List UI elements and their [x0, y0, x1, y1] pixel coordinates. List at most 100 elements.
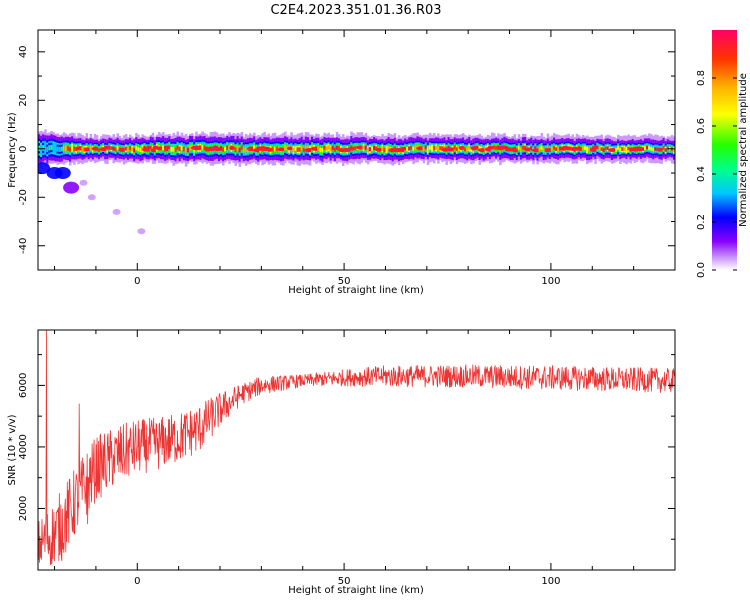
- snr-series-line: [38, 330, 675, 566]
- snr-xlabel: Height of straight line (km): [288, 585, 424, 596]
- spectrogram-cell: [519, 148, 523, 153]
- spectrogram-cell: [672, 148, 675, 152]
- spectrogram-cell: [40, 146, 43, 153]
- spectrogram-marks: [38, 129, 675, 235]
- spectrogram-cell: [323, 145, 326, 150]
- spectrogram-cell: [139, 147, 142, 152]
- x-tick-label: 100: [541, 276, 560, 287]
- spectrogram-cell: [188, 145, 192, 151]
- colorbar-tick-label: 0.4: [696, 166, 707, 182]
- spectrogram-cell: [273, 146, 277, 152]
- y-tick-label: 40: [18, 45, 29, 58]
- spectrogram-cell: [652, 147, 655, 152]
- spectrogram-cell: [131, 147, 134, 152]
- spectrogram-cell: [602, 148, 606, 153]
- colorbar-tick-label: 0.8: [696, 70, 707, 86]
- spectrogram-cell: [581, 146, 585, 150]
- figure-title: C2E4.2023.351.01.36.R03: [270, 3, 441, 18]
- spectrogram-cell: [373, 145, 376, 151]
- spectrogram-cell: [220, 146, 223, 151]
- spectrogram-cell: [468, 145, 471, 150]
- spectrogram-cell: [129, 146, 132, 151]
- spectrogram-cell: [604, 146, 608, 151]
- spectrogram-cell: [424, 145, 428, 150]
- spectrogram-cell: [224, 146, 227, 152]
- spectrogram-cell: [180, 145, 184, 151]
- y-tick-label: 0: [18, 146, 29, 152]
- spectrogram-cell: [337, 146, 341, 151]
- spectrogram-cell: [135, 146, 138, 151]
- spectrogram-cell: [284, 145, 287, 150]
- x-tick-label: 50: [338, 576, 351, 587]
- spectrogram-cell: [493, 145, 496, 150]
- spectrogram-cell: [170, 147, 173, 152]
- spectrogram-cell: [176, 145, 180, 150]
- spectrogram-cell: [172, 147, 175, 152]
- spectrogram-cell: [64, 145, 68, 151]
- spectrogram-cell: [133, 148, 136, 153]
- spectrogram-cell: [73, 146, 76, 152]
- spectrogram-cell: [178, 146, 182, 152]
- spectrogram-ylabel: Frequency (Hz): [7, 112, 18, 188]
- spectrogram-cell: [370, 146, 374, 151]
- spectrogram-cell: [50, 144, 53, 151]
- spectrogram-cell: [244, 147, 248, 153]
- colorbar: 0.0 0.2 0.4 0.6 0.8 Normalized spectral ampl…: [696, 30, 749, 278]
- spectrogram-cell: [664, 148, 668, 152]
- spectrogram-cell: [126, 147, 130, 152]
- spectrogram-cell: [253, 145, 256, 150]
- spectrogram-cell: [426, 147, 430, 152]
- spectrogram-cell: [333, 147, 337, 152]
- spectrogram-cell: [298, 147, 302, 152]
- colorbar-label: Normalized spectral amplitude: [738, 73, 749, 227]
- spectrogram-cell: [46, 146, 49, 153]
- y-tick-label: 4000: [18, 434, 29, 459]
- spectrogram-peak: [146, 145, 154, 150]
- spectrogram-artifact: [79, 179, 88, 186]
- spectrogram-cell: [329, 147, 333, 152]
- spectrogram-cell: [428, 145, 432, 150]
- snr-panel: 0 50 100 2000 4000 6000 Height of straight li…: [7, 329, 676, 596]
- spectrogram-cell: [71, 145, 74, 150]
- spectrogram-cell: [470, 148, 473, 153]
- spectrogram-artifact: [137, 228, 146, 235]
- spectrogram-cell: [44, 144, 47, 151]
- snr-ylabel: SNR (10 * v/v): [7, 414, 18, 485]
- spectrogram-cell: [643, 146, 647, 150]
- spectrogram-cell: [662, 146, 666, 150]
- spectrogram-cell: [222, 147, 225, 152]
- y-tick-label: 20: [18, 94, 29, 107]
- spectrogram-peak: [400, 146, 409, 151]
- y-tick-label: 6000: [18, 373, 29, 398]
- spectrogram-cell: [97, 148, 101, 152]
- colorbar-tick-label: 0.2: [696, 214, 707, 230]
- spectrogram-ticks: 0 50 100 -40 -20 0 20 40: [18, 30, 676, 287]
- spectrogram-artifact: [112, 208, 121, 215]
- x-tick-label: 100: [541, 576, 560, 587]
- spectrogram-cell: [383, 148, 386, 153]
- spectrogram-cell: [124, 146, 128, 151]
- spectrogram-peak: [565, 146, 574, 151]
- y-tick-label: 2000: [18, 496, 29, 521]
- spectrogram-peak: [266, 147, 273, 152]
- spectrogram-cell: [362, 145, 366, 150]
- spectrogram-cell: [557, 147, 560, 152]
- spectrogram-cell: [116, 145, 120, 150]
- spectrogram-cell: [54, 145, 58, 152]
- spectrogram-cell: [588, 147, 591, 152]
- spectrogram-cell: [366, 147, 370, 153]
- spectrogram-peak: [229, 145, 236, 150]
- spectrogram-cell: [319, 147, 322, 153]
- spectrogram-cell: [164, 147, 167, 152]
- spectrogram-cell: [550, 146, 554, 151]
- spectrogram-cell: [538, 146, 541, 151]
- spectrogram-cell: [534, 146, 537, 151]
- colorbar-tick-label: 0.6: [696, 118, 707, 134]
- spectrogram-peak: [342, 148, 351, 153]
- spectrogram-cell: [62, 146, 66, 151]
- snr-marks: [38, 330, 675, 566]
- spectrogram-cell: [335, 145, 339, 150]
- spectrogram-cell: [137, 147, 140, 152]
- spectrogram-cell: [666, 146, 670, 151]
